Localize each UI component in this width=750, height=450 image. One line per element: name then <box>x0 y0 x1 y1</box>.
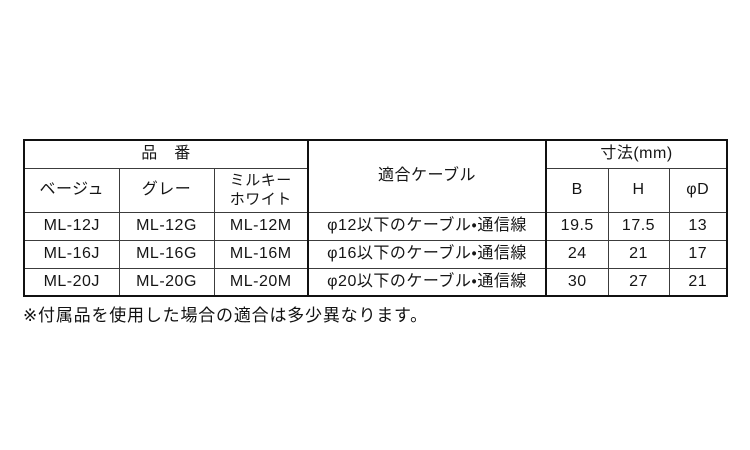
table-row: ML-16J ML-16G ML-16M φ16以下のケーブル・通信線 24 2… <box>23 239 728 269</box>
cell-dim-h: 27 <box>607 267 670 297</box>
column-header-b: B <box>545 167 609 213</box>
column-header-h: H <box>607 167 670 213</box>
cell-dim-phi-d: 21 <box>668 267 728 297</box>
cell-dim-b: 30 <box>545 267 609 297</box>
cell-part-gray: ML-12G <box>118 211 215 241</box>
product-spec-table: 品 番 適合ケーブル 寸法(mm) ベージュ グレー ミルキー ホワイト B H… <box>23 139 729 297</box>
cell-part-beige: ML-12J <box>23 211 120 241</box>
cell-dim-b: 19.5 <box>545 211 609 241</box>
milky-white-line2: ホワイト <box>229 191 292 208</box>
cell-part-beige: ML-20J <box>23 267 120 297</box>
footnote-text: ※付属品を使用した場合の適合は多少異なります。 <box>23 306 428 325</box>
header-row-groups: 品 番 適合ケーブル 寸法(mm) <box>23 139 728 213</box>
cell-part-milky-white: ML-16M <box>213 239 309 269</box>
cell-part-gray: ML-20G <box>118 267 215 297</box>
column-header-beige: ベージュ <box>23 167 120 213</box>
dimensions-group-header: 寸法(mm) <box>544 139 728 169</box>
column-header-milky-white: ミルキー ホワイト <box>213 167 309 213</box>
cell-dim-h: 17.5 <box>607 211 670 241</box>
cell-part-milky-white: ML-12M <box>213 211 309 241</box>
cell-compatible-cable: φ12以下のケーブル・通信線 <box>307 211 547 241</box>
column-header-phi-d: φD <box>668 167 728 213</box>
compatible-cable-header: 適合ケーブル <box>307 139 547 213</box>
cell-part-gray: ML-16G <box>118 239 215 269</box>
cell-dim-phi-d: 13 <box>668 211 728 241</box>
cell-part-beige: ML-16J <box>23 239 120 269</box>
column-header-gray: グレー <box>118 167 215 213</box>
cell-dim-h: 21 <box>607 239 670 269</box>
cell-compatible-cable: φ16以下のケーブル・通信線 <box>307 239 547 269</box>
cell-dim-b: 24 <box>545 239 609 269</box>
table-row: ML-20J ML-20G ML-20M φ20以下のケーブル・通信線 30 2… <box>23 267 728 297</box>
part-number-group-header: 品 番 <box>23 139 309 169</box>
cell-part-milky-white: ML-20M <box>213 267 309 297</box>
milky-white-line1: ミルキー <box>229 172 292 189</box>
cell-compatible-cable: φ20以下のケーブル・通信線 <box>307 267 547 297</box>
table-row: ML-12J ML-12G ML-12M φ12以下のケーブル・通信線 19.5… <box>23 211 728 241</box>
cell-dim-phi-d: 17 <box>668 239 728 269</box>
header-row-columns: ベージュ グレー ミルキー ホワイト B H φD <box>23 167 728 213</box>
